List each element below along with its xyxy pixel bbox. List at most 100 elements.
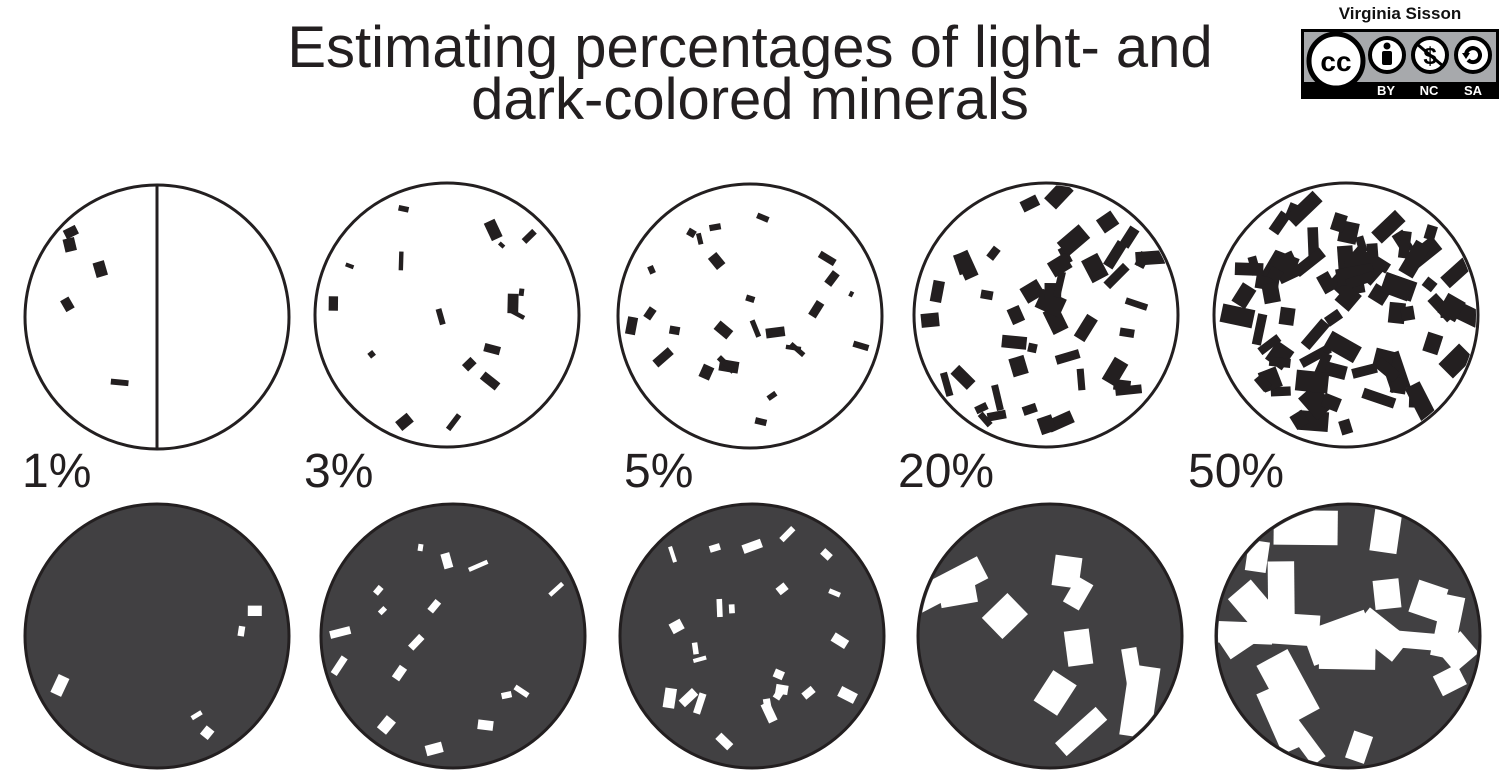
mineral-grain <box>986 245 1001 261</box>
mineral-grain <box>741 538 763 554</box>
mineral-grain <box>1387 301 1407 325</box>
mineral-grain <box>1371 209 1406 244</box>
dark-grains-3 <box>328 204 537 432</box>
mineral-grain <box>328 296 339 311</box>
mineral-grain <box>1257 334 1282 356</box>
mineral-grain <box>668 545 678 563</box>
mineral-grain <box>1334 284 1362 312</box>
mineral-grain <box>1355 235 1368 254</box>
mineral-grain <box>1256 686 1301 755</box>
mineral-grain <box>1299 344 1332 368</box>
mineral-grain <box>1063 628 1094 667</box>
mineral-grain <box>1323 308 1344 327</box>
title-line-2: dark-colored minerals <box>471 67 1029 132</box>
percent-label-50: 50% <box>1188 445 1285 498</box>
mineral-grain <box>756 212 770 223</box>
mineral-grain <box>745 294 756 303</box>
mineral-grain <box>830 632 850 650</box>
mineral-grain <box>1081 252 1109 284</box>
mineral-grain <box>715 732 734 751</box>
mineral-grain <box>1270 386 1291 397</box>
mineral-grain <box>1021 402 1038 416</box>
cc-license-badge: cc $ BY NC SA <box>1301 29 1499 99</box>
mineral-grain <box>518 288 525 297</box>
mineral-grain <box>1423 224 1438 241</box>
mineral-grain <box>398 251 404 271</box>
title-line-1: Estimating percentages of light- and <box>287 15 1213 80</box>
mineral-grain <box>247 605 262 617</box>
mineral-grain <box>852 340 870 352</box>
mineral-grain <box>1219 303 1256 329</box>
mineral-grain <box>1046 252 1073 278</box>
mineral-grain <box>1404 381 1437 423</box>
mineral-grain <box>695 232 704 245</box>
mineral-grain <box>647 264 656 275</box>
mineral-grain <box>1103 262 1130 290</box>
mineral-grain <box>1324 361 1348 381</box>
mineral-grain <box>1391 630 1451 652</box>
mineral-grain <box>1227 579 1275 628</box>
nc-label: NC <box>1420 83 1439 98</box>
percent-label-1: 1% <box>22 445 92 498</box>
mineral-grain <box>477 719 494 731</box>
mineral-grain <box>828 588 841 598</box>
mineral-grain <box>1121 646 1150 730</box>
light-circle-3 <box>313 181 581 449</box>
mineral-grain <box>1437 631 1478 673</box>
dark-grains-5 <box>624 212 870 427</box>
mineral-grain <box>974 402 989 415</box>
mineral-grain <box>643 306 657 321</box>
mineral-grain <box>62 224 79 240</box>
by-label: BY <box>1377 83 1395 98</box>
mineral-grain <box>376 715 396 735</box>
mineral-grain <box>801 685 816 700</box>
mineral-grain <box>624 316 639 336</box>
dark-circle-20 <box>916 502 1184 770</box>
mineral-grain <box>1101 356 1129 387</box>
mineral-grain <box>408 633 425 651</box>
mineral-grain <box>692 655 707 664</box>
mineral-grain <box>668 618 685 635</box>
mineral-grain <box>1298 383 1335 421</box>
mineral-grain <box>728 604 735 614</box>
mineral-grain <box>391 664 408 682</box>
mineral-grain <box>1008 354 1029 378</box>
mineral-grain <box>1036 414 1057 436</box>
mineral-grain <box>60 296 75 313</box>
mineral-grain <box>1019 278 1046 304</box>
mineral-grain <box>662 687 677 709</box>
mineral-grain <box>548 581 565 597</box>
light-grains-3 <box>329 543 565 757</box>
mineral-grain <box>1001 334 1028 350</box>
mineral-grain <box>762 698 773 714</box>
mineral-grain <box>939 371 954 397</box>
mineral-grain <box>713 320 734 340</box>
mineral-grain <box>521 228 537 244</box>
mineral-grain <box>1292 247 1326 278</box>
mineral-grain <box>1231 282 1257 310</box>
mineral-grain <box>1397 230 1412 259</box>
mineral-grain <box>1345 271 1375 290</box>
mineral-grain <box>62 237 77 253</box>
mineral-grain <box>1261 281 1281 305</box>
mineral-grain <box>707 252 726 271</box>
percent-label-5: 5% <box>624 445 694 498</box>
mineral-grain <box>754 417 768 427</box>
mineral-grain <box>1285 190 1323 227</box>
mineral-grain <box>1135 250 1166 266</box>
mineral-grain <box>1034 288 1067 318</box>
mineral-grain <box>1103 240 1128 270</box>
dark-grains-1 <box>60 224 129 387</box>
light-grains-5 <box>662 526 858 751</box>
mineral-grain <box>1218 620 1273 645</box>
mineral-grain <box>1266 266 1284 283</box>
mineral-grain <box>1316 271 1338 295</box>
mineral-grain <box>445 413 462 432</box>
mineral-grain <box>424 741 444 757</box>
mineral-grain <box>1345 730 1374 764</box>
mineral-grain <box>920 312 940 328</box>
mineral-grain <box>1119 327 1135 339</box>
mineral-grain <box>199 725 215 741</box>
dark-circle-1 <box>23 502 291 770</box>
mineral-grain <box>1408 579 1449 622</box>
